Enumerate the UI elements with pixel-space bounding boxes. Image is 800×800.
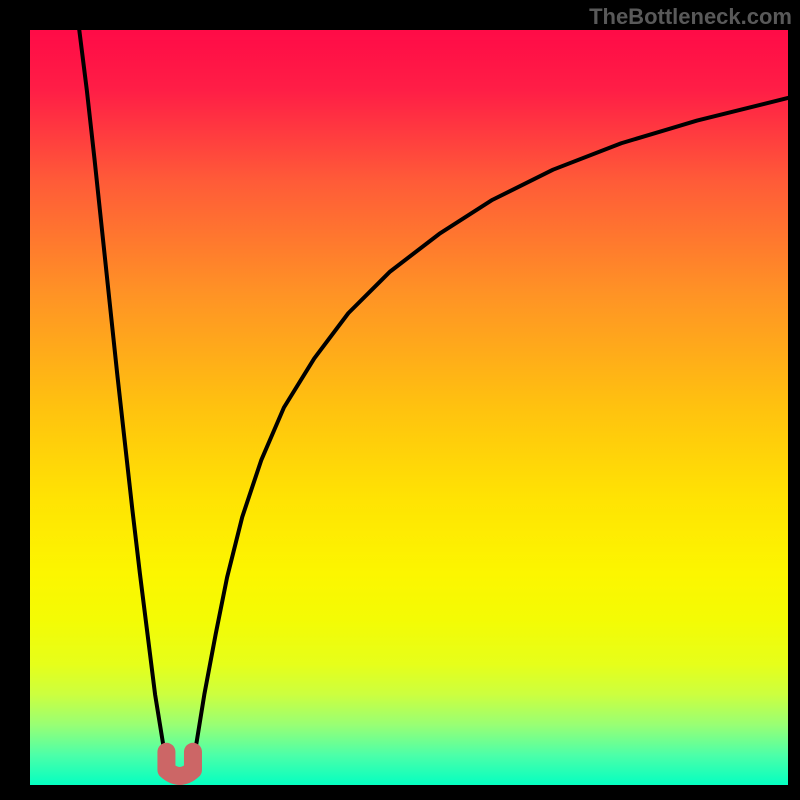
curve-layer (30, 30, 788, 785)
watermark-text: TheBottleneck.com (589, 4, 792, 30)
chart-frame: TheBottleneck.com (0, 0, 800, 800)
plot-area (30, 30, 788, 785)
valley-u-marker (166, 752, 193, 776)
bottleneck-curve (79, 30, 788, 762)
